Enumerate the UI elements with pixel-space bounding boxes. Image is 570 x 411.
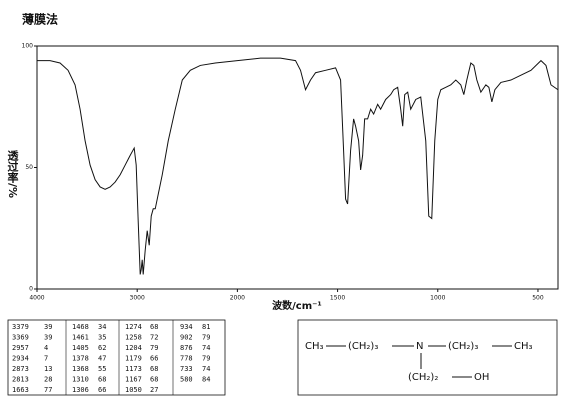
table-cell: 3369 <box>12 334 29 342</box>
table-cell: 1306 <box>72 386 89 394</box>
y-tick-label: 50 <box>25 164 33 171</box>
table-cell: 74 <box>202 344 210 352</box>
table-cell: 68 <box>98 376 106 384</box>
table-cell: 2873 <box>12 365 29 373</box>
table-cell: 1405 <box>72 344 89 352</box>
table-cell: 2934 <box>12 355 29 363</box>
table-cell: 13 <box>44 365 52 373</box>
table-cell: 1167 <box>125 376 142 384</box>
table-cell: 3379 <box>12 323 29 331</box>
table-cell: 1468 <box>72 323 89 331</box>
table-cell: 902 <box>180 334 193 342</box>
formula-part: (CH₂)₃ <box>348 341 378 352</box>
table-cell: 4 <box>44 344 48 352</box>
table-cell: 34 <box>98 323 106 331</box>
table-cell: 39 <box>44 334 52 342</box>
x-axis-label: 波数/cm⁻¹ <box>272 299 322 312</box>
table-cell: 39 <box>44 323 52 331</box>
x-tick-label: 500 <box>532 295 544 302</box>
peak-table: 3379 39 1468 34 1274 68 934 81 3369 39 1461 35 1258 7… <box>7 319 226 396</box>
formula-part: (CH₂)₃ <box>448 341 478 352</box>
x-tick-label: 1500 <box>330 295 345 302</box>
table-cell: 28 <box>44 376 52 384</box>
table-cell: 1310 <box>72 376 89 384</box>
table-cell: 74 <box>202 365 210 373</box>
table-frame <box>7 319 226 396</box>
structure: CH₃ (CH₂)₃ N (CH₂)₃ CH₃ (CH₂)₂ OH <box>297 319 558 396</box>
table-cell: 1368 <box>72 365 89 373</box>
table-cell: 1378 <box>72 355 89 363</box>
table-cell: 580 <box>180 376 193 384</box>
table-cell: 1461 <box>72 334 89 342</box>
plot-frame <box>36 45 559 290</box>
table-cell: 27 <box>150 386 158 394</box>
formula-part: (CH₂)₂ <box>408 372 438 383</box>
chart-title: 薄膜法 <box>22 12 58 27</box>
table-cell: 1050 <box>125 386 142 394</box>
table-cell: 35 <box>98 334 106 342</box>
table-cell: 934 <box>180 323 193 331</box>
formula-part: OH <box>474 372 489 383</box>
formula-part: CH₃ <box>305 341 324 352</box>
formula-part: N <box>416 341 423 352</box>
table-cell: 72 <box>150 334 158 342</box>
table-cell: 2957 <box>12 344 29 352</box>
table-cell: 79 <box>202 355 210 363</box>
table-cell: 68 <box>150 323 158 331</box>
table-cell: 7 <box>44 355 48 363</box>
table-cell: 84 <box>202 376 210 384</box>
table-cell: 55 <box>98 365 106 373</box>
table-cell: 77 <box>44 386 52 394</box>
y-tick-label: 100 <box>22 43 34 50</box>
table-cell: 1258 <box>125 334 142 342</box>
table-cell: 1173 <box>125 365 142 373</box>
x-tick-label: 3000 <box>130 295 145 302</box>
table-cell: 68 <box>150 365 158 373</box>
table-cell: 79 <box>202 334 210 342</box>
table-cell: 1204 <box>125 344 142 352</box>
table-cell: 79 <box>150 344 158 352</box>
table-cell: 66 <box>98 386 106 394</box>
table-cell: 47 <box>98 355 106 363</box>
table-cell: 1274 <box>125 323 142 331</box>
table-cell: 778 <box>180 355 193 363</box>
table-cell: 66 <box>150 355 158 363</box>
x-tick-label: 1000 <box>430 295 445 302</box>
table-cell: 81 <box>202 323 210 331</box>
table-cell: 68 <box>150 376 158 384</box>
table-cell: 1179 <box>125 355 142 363</box>
y-tick-label: 0 <box>29 286 33 293</box>
x-tick-label: 4000 <box>29 295 44 302</box>
table-cell: 733 <box>180 365 193 373</box>
structure-frame <box>297 319 558 396</box>
spectrum-line <box>37 57 559 275</box>
table-cell: 876 <box>180 344 193 352</box>
table-cell: 1663 <box>12 386 29 394</box>
x-tick-label: 2000 <box>230 295 245 302</box>
table-cell: 2813 <box>12 376 29 384</box>
y-axis-label: 透过率/% <box>6 150 19 198</box>
table-cell: 62 <box>98 344 106 352</box>
formula-part: CH₃ <box>514 341 533 352</box>
